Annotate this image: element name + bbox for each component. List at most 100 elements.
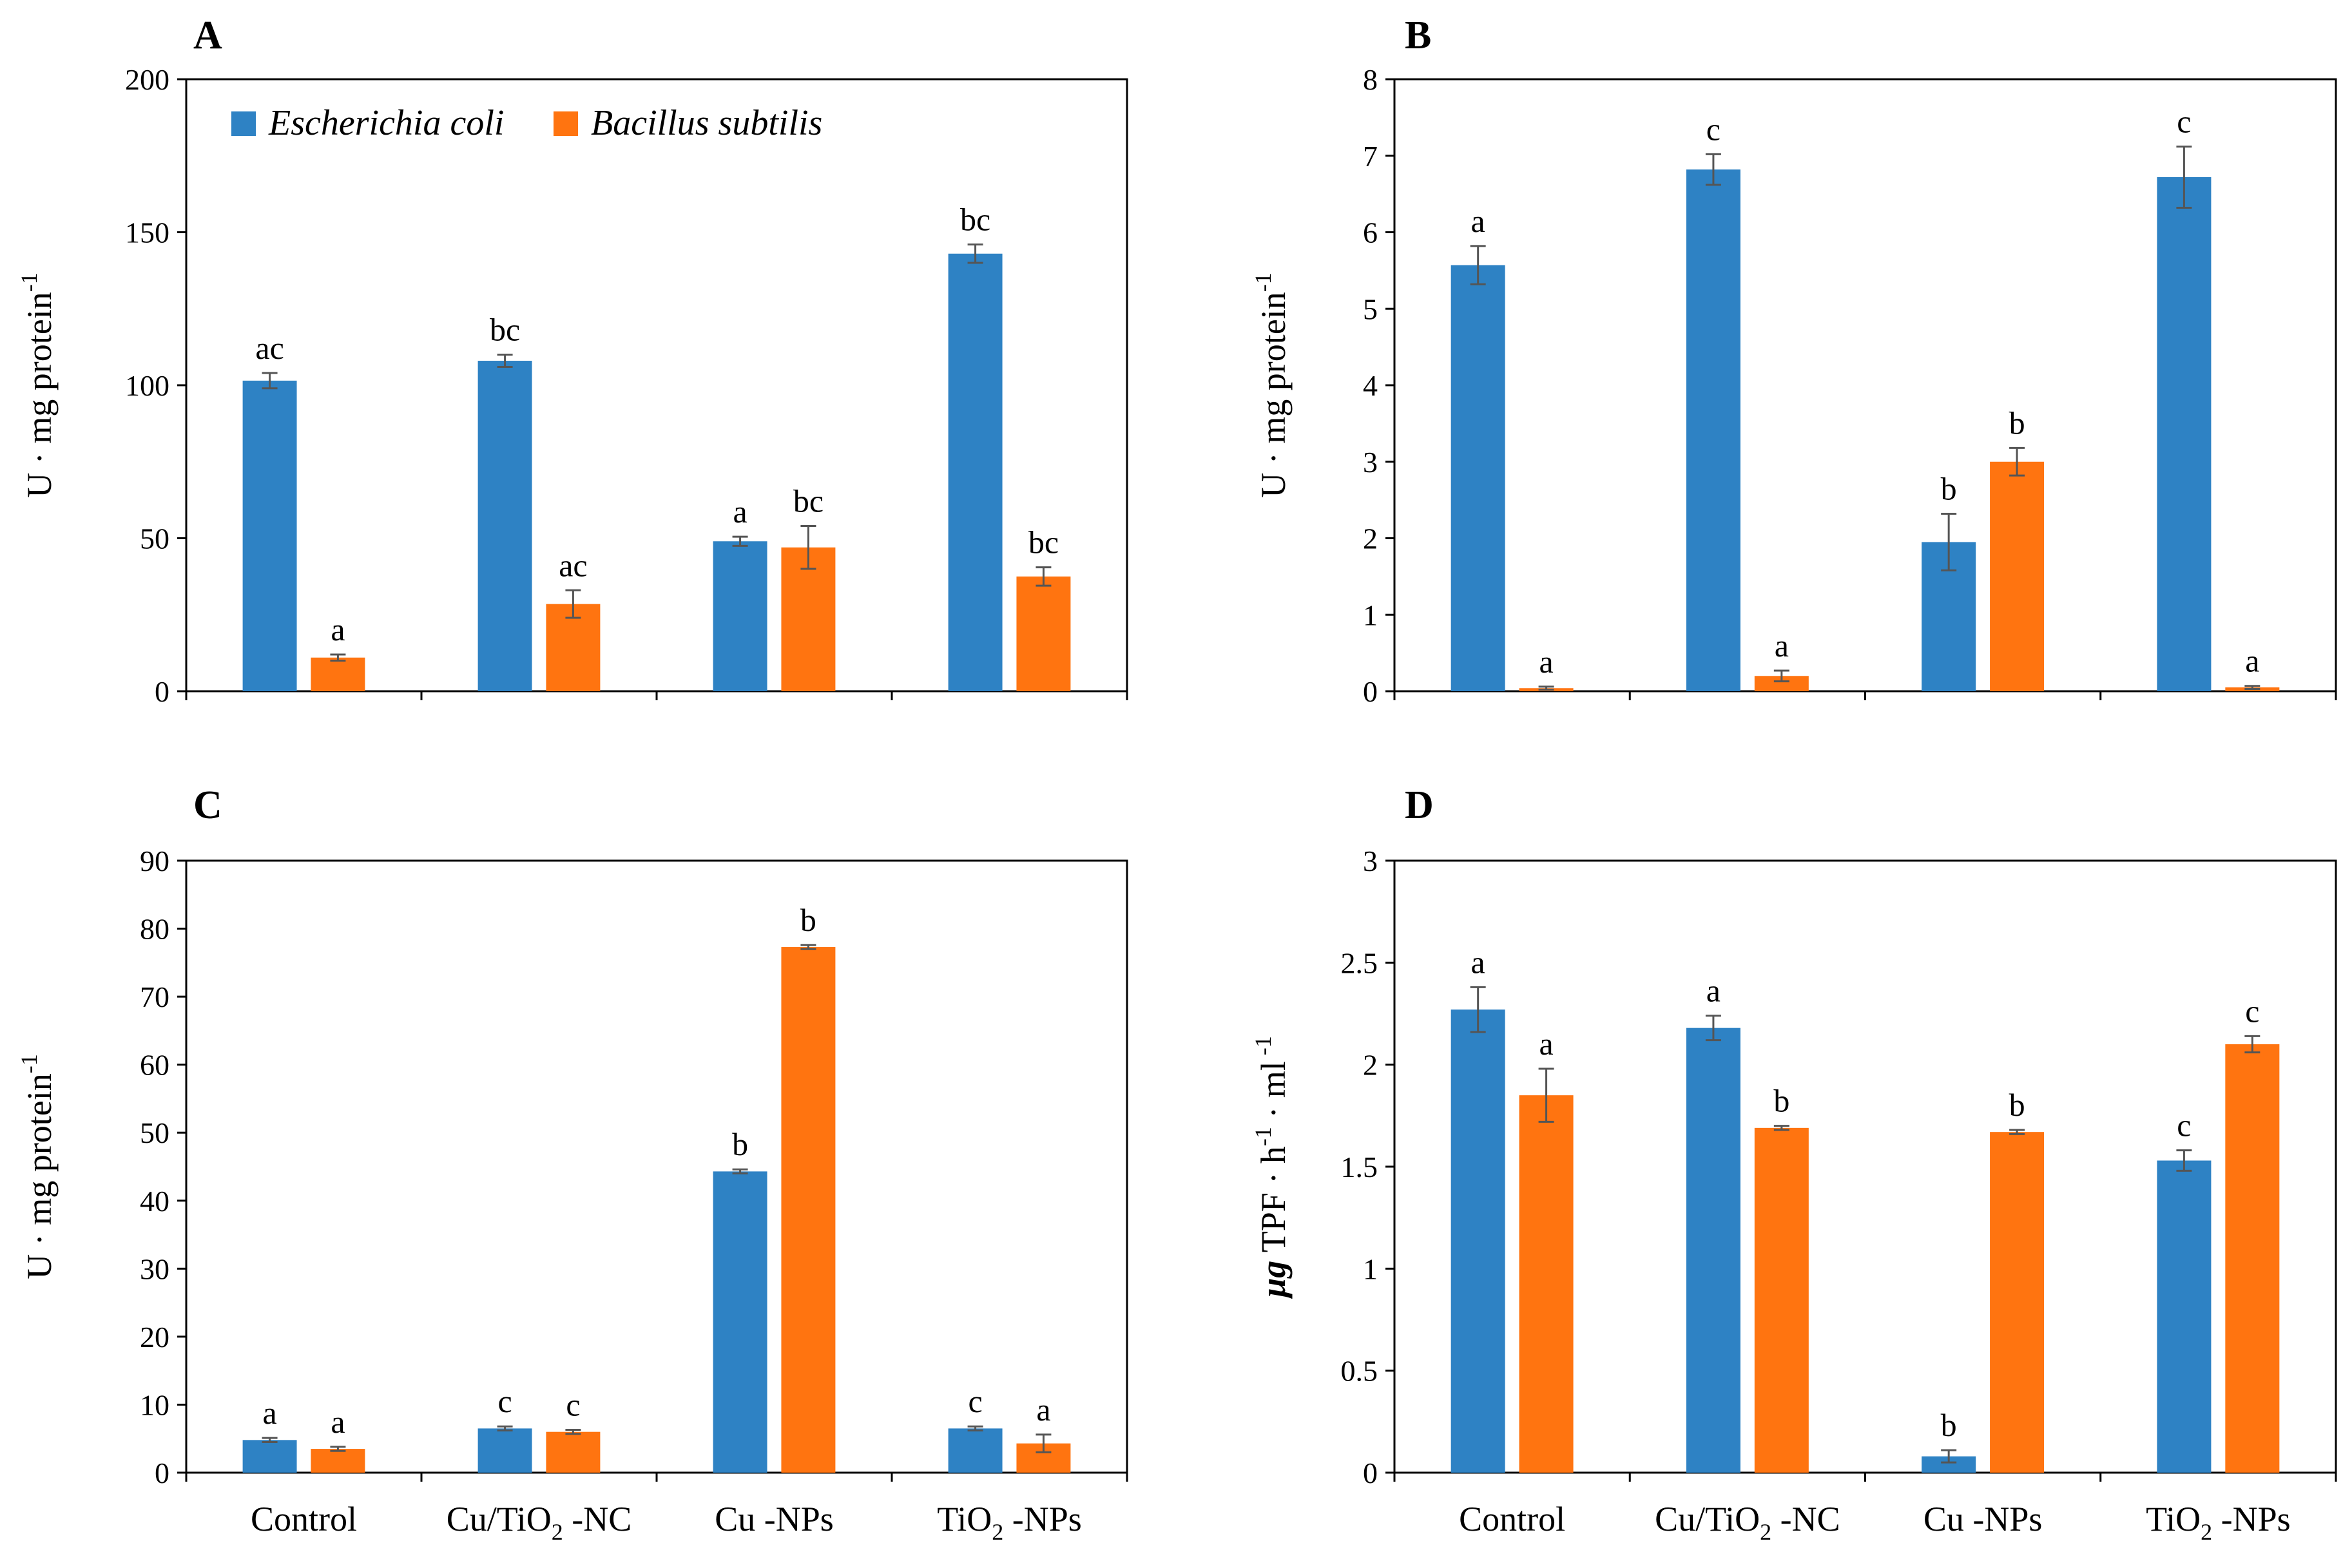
y-axis-label: U · mg protein-1 (16, 272, 59, 497)
x-category-label: Cu/TiO2 -NC (1655, 1500, 1840, 1545)
bar (1686, 169, 1740, 691)
panel-label: D (1405, 783, 1434, 827)
y-axis-label: μg TPF · h-1 · ml -1 (1250, 1036, 1293, 1299)
y-tick-label: 0 (1363, 675, 1378, 708)
legend-entry: Escherichia coli (268, 103, 504, 143)
significance-label: a (2245, 643, 2259, 679)
bar (2225, 1044, 2280, 1473)
significance-label: bc (960, 202, 990, 238)
significance-label: a (1036, 1391, 1050, 1428)
y-tick-label: 2 (1363, 1049, 1378, 1082)
legend: Escherichia coli Bacillus subtilis (231, 103, 822, 143)
x-category-label: Control (251, 1500, 357, 1538)
significance-label: bc (1028, 524, 1059, 560)
x-category-label: Cu/TiO2 -NC (447, 1500, 632, 1545)
bar (311, 1449, 365, 1473)
significance-label: a (733, 493, 747, 530)
bar (1016, 576, 1071, 691)
y-tick-label: 0.5 (1341, 1355, 1378, 1388)
significance-label: a (331, 611, 345, 647)
significance-label: b (800, 902, 816, 938)
y-tick-label: 20 (140, 1321, 169, 1353)
y-tick-label: 0 (155, 1457, 169, 1489)
significance-label: bc (490, 312, 520, 348)
legend-swatch (554, 111, 578, 136)
significance-label: b (2009, 405, 2025, 441)
bar (1754, 1127, 1809, 1473)
y-tick-label: 50 (140, 522, 169, 555)
legend-swatch (231, 111, 256, 136)
y-tick-label: 1 (1363, 1252, 1378, 1285)
significance-label: bc (793, 483, 824, 519)
y-tick-label: 0 (1363, 1457, 1378, 1489)
y-axis-label: U · mg protein-1 (1250, 272, 1293, 497)
bar (477, 1428, 532, 1473)
y-tick-label: 80 (140, 913, 169, 946)
bar (1451, 1009, 1505, 1473)
y-tick-label: 2.5 (1341, 946, 1378, 979)
bar (1519, 1095, 1574, 1473)
bar (546, 1431, 601, 1473)
plot-frame (185, 859, 1128, 1474)
y-tick-label: 1.5 (1341, 1151, 1378, 1183)
significance-label: c (1706, 111, 1721, 147)
y-tick-label: 3 (1363, 845, 1378, 877)
significance-label: a (1471, 203, 1485, 239)
significance-label: c (968, 1383, 982, 1419)
x-category-label: Cu -NPs (715, 1500, 834, 1538)
chart-panel-b: B 0 1 2 3 4 5 6 7 8 a a c a b b c a U · mg protein-1 (1250, 14, 2337, 708)
significance-label: a (262, 1395, 276, 1431)
bar (948, 1428, 1003, 1473)
x-category-label: TiO2 -NPs (937, 1500, 1082, 1545)
significance-label: c (2245, 993, 2259, 1029)
bar (477, 361, 532, 691)
x-category-label: Control (1459, 1500, 1565, 1538)
bar (781, 947, 836, 1473)
y-tick-label: 200 (125, 63, 169, 96)
significance-label: c (2177, 104, 2191, 140)
y-tick-label: 0 (155, 675, 169, 708)
significance-label: b (1773, 1083, 1789, 1119)
bar (1451, 265, 1505, 691)
y-tick-label: 7 (1363, 140, 1378, 173)
chart-panel-a: A 0 50 100 150 200 ac a bc ac a bc bc bc U · mg protei… (16, 14, 1128, 708)
y-tick-label: 4 (1363, 369, 1378, 402)
y-tick-label: 90 (140, 845, 169, 877)
y-tick-label: 100 (125, 369, 169, 402)
y-tick-label: 6 (1363, 216, 1378, 249)
y-tick-label: 10 (140, 1388, 169, 1421)
significance-label: c (566, 1387, 580, 1423)
significance-label: b (732, 1126, 748, 1162)
significance-label: a (1471, 944, 1485, 980)
y-tick-label: 5 (1363, 292, 1378, 325)
significance-label: b (1941, 471, 1957, 507)
significance-label: c (2177, 1107, 2191, 1143)
y-tick-label: 50 (140, 1116, 169, 1149)
significance-label: b (1941, 1407, 1957, 1443)
x-category-label: TiO2 -NPs (2146, 1500, 2291, 1545)
bar (713, 541, 767, 691)
significance-label: c (497, 1383, 512, 1419)
panel-label: B (1405, 14, 1431, 57)
y-tick-label: 3 (1363, 446, 1378, 479)
bar (713, 1171, 767, 1473)
panel-label: C (193, 783, 222, 827)
legend-entry: Bacillus subtilis (591, 103, 822, 143)
y-tick-label: 150 (125, 216, 169, 249)
bar (1686, 1028, 1740, 1473)
chart-panel-c: C 0 10 20 30 40 50 60 70 80 90 a a Control c c Cu/TiO2 -… (16, 783, 1128, 1545)
bar (948, 253, 1003, 691)
significance-label: ac (559, 547, 587, 583)
panel-label: A (193, 14, 222, 57)
bar (311, 657, 365, 691)
bar (1990, 461, 2045, 691)
significance-label: ac (255, 330, 284, 366)
bar (781, 547, 836, 691)
significance-label: a (1539, 1026, 1553, 1062)
bar (1990, 1132, 2045, 1473)
y-tick-label: 1 (1363, 598, 1378, 631)
y-tick-label: 30 (140, 1252, 169, 1285)
y-tick-label: 2 (1363, 522, 1378, 555)
significance-label: a (1706, 973, 1721, 1009)
